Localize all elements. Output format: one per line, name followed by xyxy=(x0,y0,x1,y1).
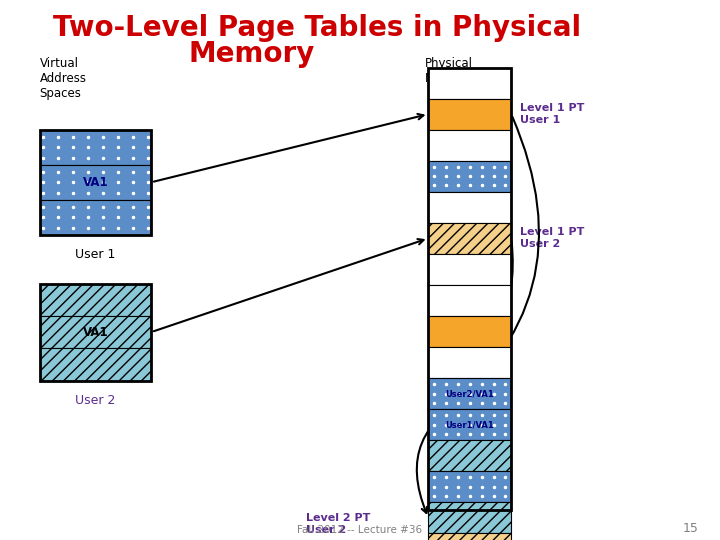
Text: User 2: User 2 xyxy=(75,394,116,407)
Bar xyxy=(40,316,151,348)
Text: User 1: User 1 xyxy=(75,248,116,261)
Bar xyxy=(40,284,151,381)
Text: Fall 2012 -- Lecture #36: Fall 2012 -- Lecture #36 xyxy=(297,524,423,535)
Bar xyxy=(428,160,511,192)
Bar xyxy=(428,254,511,285)
Bar xyxy=(428,130,511,160)
Text: Level 2 PT
User 2: Level 2 PT User 2 xyxy=(306,513,370,535)
Text: Memory: Memory xyxy=(189,40,315,69)
Bar xyxy=(428,409,511,440)
Bar xyxy=(428,98,511,130)
Bar xyxy=(428,68,511,510)
Bar xyxy=(428,378,511,409)
Bar xyxy=(40,130,151,165)
Bar xyxy=(40,348,151,381)
Bar xyxy=(40,130,151,235)
Text: Level 1 PT
User 2: Level 1 PT User 2 xyxy=(520,227,584,249)
Text: Two-Level Page Tables in Physical: Two-Level Page Tables in Physical xyxy=(53,14,581,42)
Bar xyxy=(428,440,511,471)
Bar xyxy=(428,285,511,316)
Bar xyxy=(40,284,151,316)
Bar xyxy=(428,471,511,502)
Bar xyxy=(428,223,511,254)
Text: VA1: VA1 xyxy=(83,176,108,189)
Bar xyxy=(428,192,511,222)
Text: User2/VA1: User2/VA1 xyxy=(446,389,494,398)
Bar xyxy=(428,316,511,347)
Text: Level 1 PT
User 1: Level 1 PT User 1 xyxy=(520,103,584,125)
Bar xyxy=(428,347,511,378)
Bar xyxy=(428,502,511,534)
Bar xyxy=(428,68,511,98)
Text: Physical
Memory: Physical Memory xyxy=(425,57,473,85)
Bar xyxy=(40,165,151,200)
Text: User1/VA1: User1/VA1 xyxy=(446,420,494,429)
Text: Virtual
Address
Spaces: Virtual Address Spaces xyxy=(40,57,86,100)
Text: 15: 15 xyxy=(683,522,698,535)
Text: VA1: VA1 xyxy=(83,326,108,339)
Bar xyxy=(40,200,151,235)
Bar xyxy=(428,534,511,540)
